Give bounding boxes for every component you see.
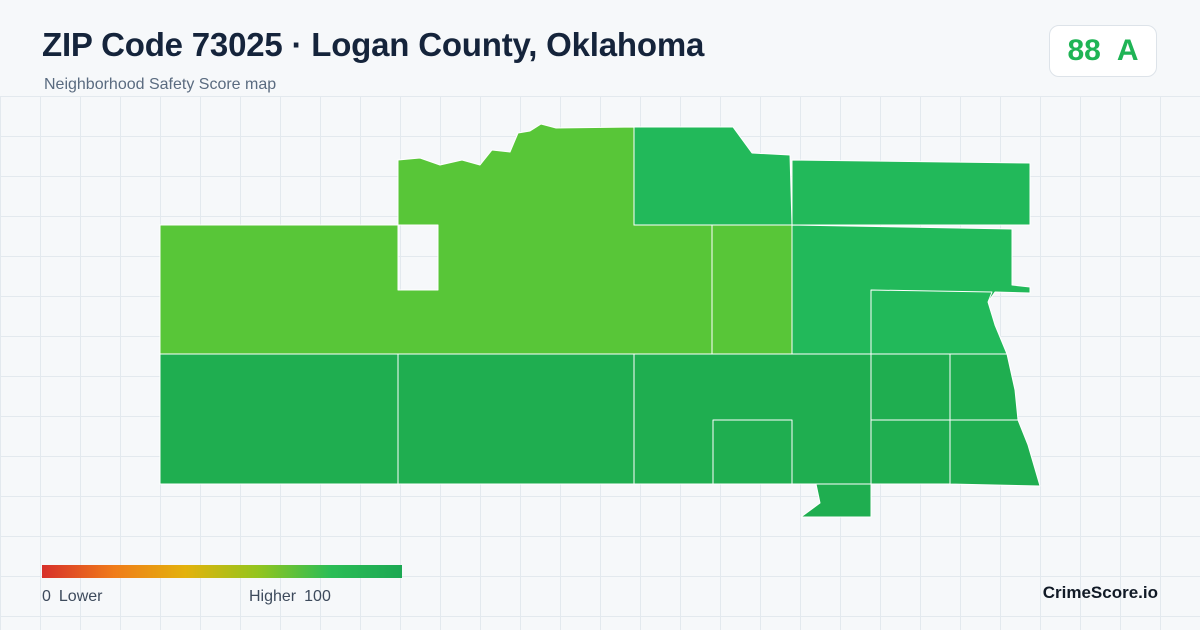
page-subtitle: Neighborhood Safety Score map bbox=[44, 76, 277, 93]
map-region-southwest[interactable] bbox=[159, 353, 399, 485]
map-region-east-cell-2[interactable] bbox=[949, 353, 1019, 421]
brand-logo[interactable]: CrimeScore.io bbox=[1042, 583, 1158, 602]
legend-max: Higher 100 bbox=[249, 588, 339, 606]
map-region-east-cell-4[interactable] bbox=[949, 419, 1041, 487]
map-region-east-cell-3[interactable] bbox=[870, 419, 951, 485]
score-grade: A bbox=[1116, 34, 1139, 67]
map-region-south-central[interactable] bbox=[397, 353, 635, 485]
legend-min: 0 Lower bbox=[42, 588, 110, 606]
map-region-north-central[interactable] bbox=[711, 224, 793, 355]
legend-max-value: 100 bbox=[304, 588, 331, 605]
map-region-northeast[interactable] bbox=[791, 159, 1031, 226]
legend-min-value: 0 bbox=[42, 588, 51, 605]
legend-max-label: Higher bbox=[249, 588, 297, 605]
map-region-northwest[interactable] bbox=[159, 123, 713, 355]
legend-color-scale bbox=[42, 565, 402, 578]
map-region-south-tip[interactable] bbox=[800, 483, 872, 518]
map-region-east-inner[interactable] bbox=[870, 289, 1008, 355]
safety-score-badge: 88 A bbox=[1049, 25, 1157, 77]
score-value: 88 bbox=[1067, 34, 1101, 67]
page-title: ZIP Code 73025 · Logan County, Oklahoma bbox=[42, 26, 705, 63]
map-region-south-inner[interactable] bbox=[712, 419, 793, 485]
map-region-east-cell-1[interactable] bbox=[870, 353, 951, 421]
legend-min-label: Lower bbox=[58, 588, 103, 605]
map-region-north[interactable] bbox=[633, 126, 793, 226]
